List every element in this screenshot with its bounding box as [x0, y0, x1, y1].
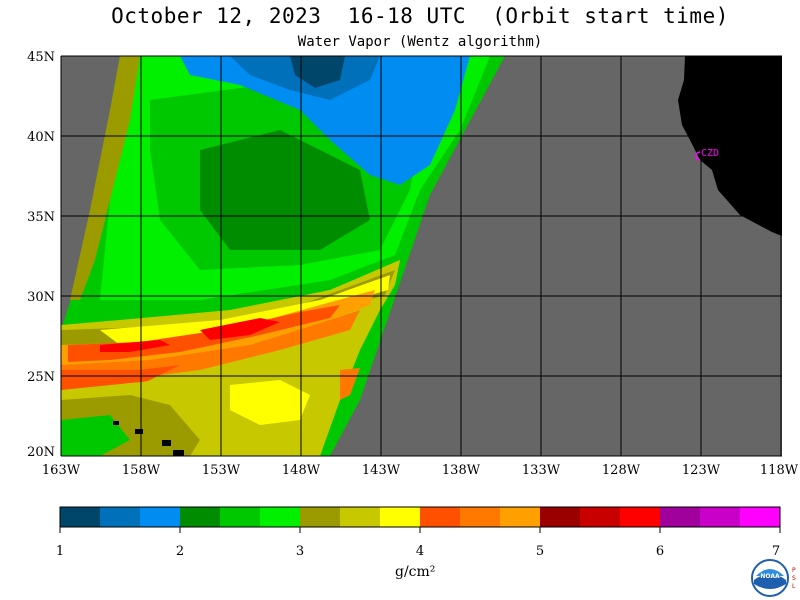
- lat-label: 25N: [27, 370, 55, 385]
- colorbar-tick-labels: 1 2 3 4 5 6 7: [56, 544, 780, 559]
- colorbar-swatch: [500, 507, 541, 527]
- station-label: CZD: [701, 148, 719, 159]
- lon-label: 158W: [122, 463, 161, 478]
- lat-label: 20N: [27, 445, 55, 460]
- colorbar: [60, 507, 781, 527]
- colorbar-tick-label: 3: [296, 544, 304, 559]
- chart-title: October 12, 2023 16-18 UTC (Orbit start …: [111, 4, 729, 28]
- lon-label: 143W: [362, 463, 401, 478]
- colorbar-swatch: [180, 507, 221, 527]
- colorbar-swatch: [740, 507, 781, 527]
- colorbar-swatch: [460, 507, 501, 527]
- colorbar-swatch: [260, 507, 301, 527]
- colorbar-ticks: [59, 527, 781, 533]
- colorbar-tick-label: 7: [772, 544, 780, 559]
- logo-text: NOAA: [760, 573, 780, 580]
- lon-label: 128W: [602, 463, 641, 478]
- colorbar-swatch: [540, 507, 581, 527]
- lat-label: 40N: [27, 130, 55, 145]
- lon-label: 148W: [282, 463, 321, 478]
- lon-label: 118W: [760, 463, 799, 478]
- lon-label: 123W: [682, 463, 721, 478]
- colorbar-tick-label: 1: [56, 544, 64, 559]
- colorbar-swatch: [100, 507, 141, 527]
- land-mass: [678, 56, 782, 236]
- lat-label: 30N: [27, 290, 55, 305]
- colorbar-swatch: [660, 507, 701, 527]
- satellite-swath: [61, 56, 505, 456]
- colorbar-swatch: [220, 507, 261, 527]
- colorbar-tick-label: 4: [416, 544, 424, 559]
- noaa-logo-icon: NOAA P S L: [751, 559, 796, 597]
- colorbar-swatch: [380, 507, 421, 527]
- colorbar-swatch: [140, 507, 181, 527]
- colorbar-swatch: [620, 507, 661, 527]
- colorbar-unit: g/cm²: [395, 564, 436, 580]
- lon-label: 133W: [522, 463, 561, 478]
- latitude-labels: 45N 40N 35N 30N 25N 20N: [27, 50, 55, 460]
- chart-subtitle: Water Vapor (Wentz algorithm): [297, 34, 543, 50]
- lat-label: 45N: [27, 50, 55, 65]
- station-marker-icon: [695, 151, 701, 161]
- svg-text:P: P: [792, 567, 796, 574]
- grid-lines: [60, 55, 782, 457]
- colorbar-swatch: [60, 507, 101, 527]
- longitude-labels: 163W 158W 153W 148W 143W 138W 133W 128W …: [42, 463, 799, 478]
- svg-text:L: L: [792, 583, 796, 590]
- colorbar-swatch: [340, 507, 381, 527]
- lat-label: 35N: [27, 210, 55, 225]
- colorbar-swatch: [580, 507, 621, 527]
- colorbar-tick-label: 2: [176, 544, 184, 559]
- colorbar-swatch: [300, 507, 341, 527]
- colorbar-swatch: [420, 507, 461, 527]
- svg-text:S: S: [792, 575, 796, 582]
- colorbar-tick-label: 5: [536, 544, 544, 559]
- colorbar-tick-label: 6: [656, 544, 664, 559]
- colorbar-swatch: [700, 507, 741, 527]
- lon-label: 163W: [42, 463, 81, 478]
- lon-label: 153W: [202, 463, 241, 478]
- lon-label: 138W: [442, 463, 481, 478]
